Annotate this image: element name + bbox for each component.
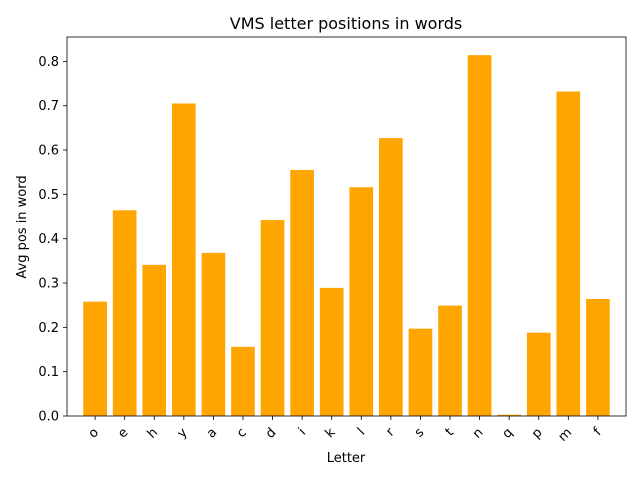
bar-t [438,305,462,416]
x-tick-label: f [591,425,605,439]
bars-layer [83,55,610,417]
y-tick-label: 0.3 [38,277,59,292]
bar-o [83,301,107,416]
bar-l [349,187,374,416]
bar-n [467,55,492,417]
y-tick-label: 0.0 [38,410,59,425]
bar-i [290,169,314,416]
x-tick-label: o [86,425,102,441]
x-tick-label: n [470,425,486,441]
x-tick-label: y [175,425,191,441]
y-tick-label: 0.5 [38,188,59,203]
plot-frame [66,36,627,417]
y-tick-label: 0.4 [38,232,59,247]
y-tick-label: 0.8 [38,55,59,70]
x-tick-label: m [556,425,576,445]
x-tick-label: k [323,425,339,441]
x-tick-label: r [383,425,398,440]
x-tick-label: q [500,425,516,441]
y-tick-label: 0.6 [38,144,59,159]
x-tick-label: d [263,425,279,441]
bar-c [231,346,255,416]
bar-f [586,298,610,416]
y-tick-label: 0.2 [38,321,59,336]
x-tick-label: c [234,425,250,441]
bar-p [526,332,551,416]
bar-q [497,414,521,416]
bar-y [172,103,196,417]
bar-s [408,328,433,416]
x-tick-label: h [145,425,161,441]
bar-h [142,264,167,416]
y-axis-label: Avg pos in word [15,175,30,278]
x-tick-label: a [204,425,220,441]
x-tick-label: i [296,425,309,438]
x-tick-label: p [529,425,545,441]
x-tick-label: s [412,425,428,441]
chart-title: VMS letter positions in words [230,14,462,33]
bar-k [319,287,344,416]
bar-e [112,210,137,416]
x-tick-label: l [355,425,368,438]
y-tick-label: 0.1 [38,365,59,380]
x-tick-label: e [115,425,131,441]
x-axis-label: Letter [327,451,366,466]
x-tick-label: t [443,425,457,439]
bar-d [260,220,285,416]
bar-a [201,252,226,416]
y-tick-label: 0.7 [38,99,59,114]
bar-r [379,138,403,416]
bar-m [556,91,581,417]
